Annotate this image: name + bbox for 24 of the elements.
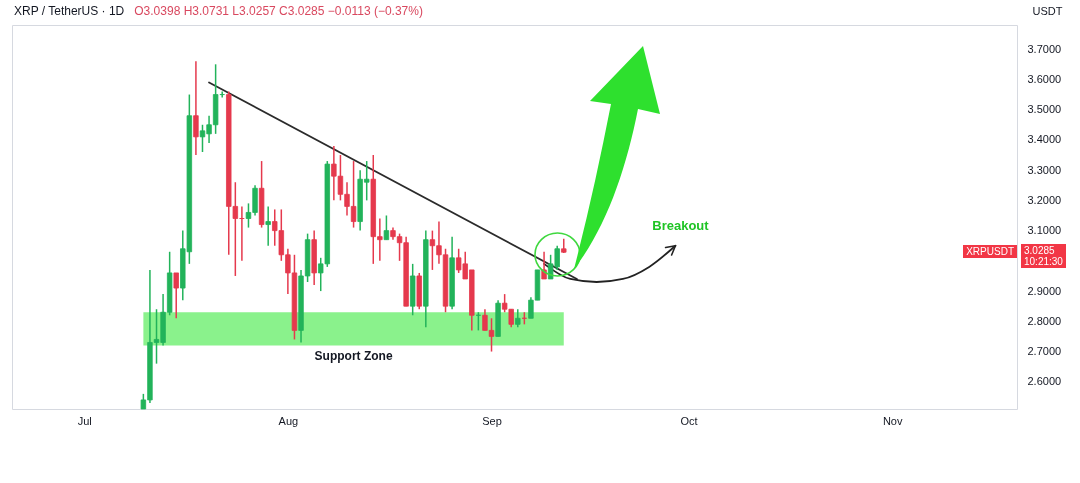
chart-subtitle: O3.0398 H3.0731 L3.0257 C3.0285 −0.0113 (−0.37%): [134, 4, 423, 18]
text: 3.0285: [1024, 245, 1056, 257]
x-tick-label: Aug: [278, 414, 299, 427]
text: 10:21:30: [1024, 256, 1063, 268]
y-tick-label: 3.7000: [1027, 42, 1062, 55]
x-tick-label: Nov: [882, 414, 903, 427]
y-tick-label: 3.5000: [1027, 103, 1062, 116]
x-tick-label: Sep: [482, 414, 502, 427]
y-tick-label: 3.1000: [1027, 224, 1062, 237]
y-tick-label: 3.4000: [1027, 133, 1062, 146]
y-tick-label: 2.8000: [1027, 314, 1062, 327]
y-tick-label: 3.6000: [1027, 72, 1062, 85]
chart-title: XRP / TetherUS · 1D: [14, 4, 125, 18]
band-label: Support Zone: [314, 348, 393, 363]
y-tick-label: 3.3000: [1027, 163, 1062, 176]
y-axis-title: USDT: [1032, 4, 1063, 17]
x-tick-label: Oct: [680, 414, 698, 427]
y-tick-label: 3.2000: [1027, 193, 1062, 206]
x-tick-label: Jul: [77, 414, 92, 427]
annotation: XRPUSDT: [963, 245, 1017, 259]
y-tick-label: 2.9000: [1027, 284, 1062, 297]
y-tick-label: 2.7000: [1027, 345, 1062, 358]
y-tick-label: 2.6000: [1027, 375, 1062, 388]
annotation: Breakout: [652, 217, 710, 233]
